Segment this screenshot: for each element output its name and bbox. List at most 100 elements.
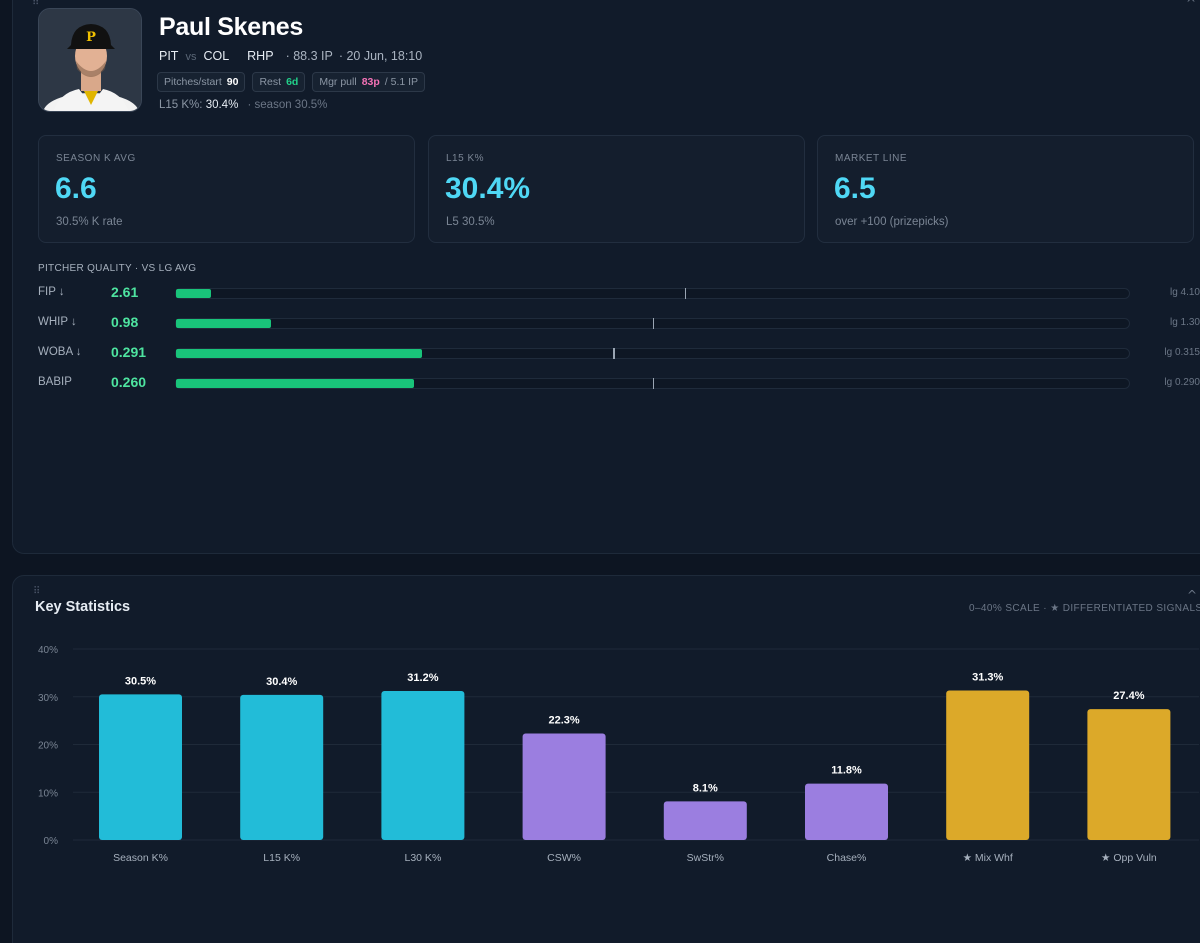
x-category-label: SwStr%: [687, 852, 724, 864]
x-category-label: ★ Opp Vuln: [1101, 852, 1157, 864]
quality-metric-value: 0.98: [111, 314, 139, 330]
season-k-avg-card: SEASON K AVG 6.6 30.5% K rate: [38, 135, 415, 243]
quality-metric-name: WHIP ↓: [38, 316, 77, 328]
chart-bar: [946, 690, 1030, 840]
matchup-line: PIT vs COL RHP · 88.3 IP · 20 Jun, 18:10: [159, 49, 422, 63]
quality-row-fip: FIP ↓ 2.61 lg 4.10: [0, 283, 1200, 303]
drag-handle-icon[interactable]: ⠿: [33, 586, 40, 597]
k-rate-line: L15 K%: 30.4% · season 30.5%: [159, 99, 327, 111]
chip-value: 6d: [286, 76, 299, 88]
card-subtext: 30.5% K rate: [56, 216, 123, 228]
x-category-label: Chase%: [827, 852, 867, 864]
chart-bar: [240, 694, 324, 840]
card-subtext: L5 30.5%: [446, 216, 495, 228]
manager-pull-chip: Mgr pull 83p / 5.1 IP: [312, 72, 426, 92]
y-tick-label: 0%: [44, 836, 59, 847]
opponent-abbr: COL: [203, 49, 230, 63]
rest-chip: Rest 6d: [252, 72, 306, 92]
pitcher-profile-panel: [12, 0, 1200, 554]
quality-metric-value: 0.260: [111, 374, 147, 390]
card-value: 30.4%: [445, 172, 531, 205]
quality-row-babip: BABIP 0.260 lg 0.290: [0, 373, 1200, 393]
card-label: SEASON K AVG: [56, 153, 136, 164]
bar-value-label: 31.2%: [407, 672, 438, 684]
pitches-per-start-chip: Pitches/start 90: [157, 72, 246, 92]
chart-bar: [99, 694, 182, 840]
key-statistics-panel: ⠿ ^ Key Statistics 0–40% SCALE · ★ DIFFE…: [12, 575, 1200, 943]
card-value: 6.5: [834, 172, 876, 205]
quality-row-woba: WOBA ↓ 0.291 lg 0.315: [0, 343, 1200, 363]
league-avg-label: lg 0.290: [1164, 377, 1200, 388]
player-avatar: P: [38, 8, 142, 112]
chart-bar: [522, 733, 606, 840]
league-avg-marker: [652, 378, 654, 389]
chip-label: Rest: [259, 76, 282, 88]
market-line-card: MARKET LINE 6.5 over +100 (prizepicks): [817, 135, 1194, 243]
quality-metric-value: 0.291: [111, 344, 147, 360]
chip-value: 90: [226, 76, 239, 88]
chart-bar: [805, 783, 888, 840]
league-avg-marker: [684, 288, 687, 299]
season-k-rate: · season 30.5%: [247, 99, 328, 111]
player-name: Paul Skenes: [159, 13, 304, 41]
innings-pitched: · 88.3 IP: [285, 49, 333, 63]
chart-bar: [381, 691, 465, 840]
y-tick-label: 10%: [38, 788, 58, 799]
bar-value-label: 31.3%: [972, 672, 1003, 684]
k-rate-label: L15 K%:: [159, 99, 203, 111]
k-rate-value: 30.4%: [205, 99, 239, 111]
y-tick-label: 20%: [38, 741, 58, 752]
x-category-label: ★ Mix Whf: [963, 852, 1013, 864]
team-abbr: PIT: [159, 49, 179, 63]
quality-bar-track: [175, 318, 1130, 329]
drag-handle-icon[interactable]: ⠿: [32, 0, 39, 8]
quality-metric-name: WOBA ↓: [38, 346, 82, 358]
chart-bar: [663, 801, 747, 840]
card-label: L15 K%: [446, 153, 485, 164]
vs-label: vs: [185, 51, 197, 63]
bar-value-label: 22.3%: [548, 715, 579, 727]
y-tick-label: 30%: [38, 693, 58, 704]
bar-value-label: 30.4%: [266, 676, 297, 688]
pitcher-chips: Pitches/start 90 Rest 6d Mgr pull 83p / 5.1 …: [157, 72, 426, 92]
y-tick-label: 40%: [38, 645, 58, 656]
league-avg-marker: [613, 348, 615, 359]
key-statistics-chart: 0% 10% 20% 30% 40% 30.5% Season K% 30.4% L15 K% 3…: [38, 645, 1199, 864]
quality-row-whip: WHIP ↓ 0.98 lg 1.30: [0, 313, 1200, 333]
chip-label: Pitches/start: [164, 76, 222, 88]
card-value: 6.6: [55, 172, 97, 205]
bar-value-label: 30.5%: [125, 675, 156, 687]
throwing-hand: RHP: [247, 49, 274, 63]
quality-bar-track: [175, 288, 1130, 299]
collapse-caret-icon[interactable]: ^: [1187, 588, 1198, 602]
bar-value-label: 8.1%: [693, 782, 718, 794]
collapse-caret-icon[interactable]: ^: [1186, 0, 1197, 10]
card-label: MARKET LINE: [835, 153, 907, 164]
quality-bar-track: [175, 348, 1130, 359]
x-category-label: L30 K%: [405, 852, 442, 864]
card-subtext: over +100 (prizepicks): [835, 216, 949, 228]
quality-metric-name: FIP ↓: [38, 286, 65, 298]
chip-label: Mgr pull: [319, 76, 357, 88]
league-avg-label: lg 0.315: [1164, 347, 1200, 358]
quality-metric-value: 2.61: [111, 284, 139, 300]
key-statistics-title: Key Statistics: [35, 599, 131, 615]
bar-value-label: 11.8%: [831, 765, 862, 777]
quality-bar-fill: [176, 379, 415, 388]
quality-bar-track: [175, 378, 1130, 389]
scale-note: 0–40% SCALE · ★ DIFFERENTIATED SIGNALS: [969, 603, 1200, 614]
game-time: · 20 Jun, 18:10: [338, 49, 423, 63]
pitcher-quality-title: PITCHER QUALITY · VS LG AVG: [38, 263, 197, 274]
bar-value-label: 27.4%: [1113, 690, 1144, 702]
quality-bar-fill: [176, 319, 272, 328]
x-category-label: Season K%: [113, 852, 168, 864]
chart-bar: [1087, 709, 1171, 840]
quality-bar-fill: [176, 349, 422, 358]
league-avg-label: lg 1.30: [1169, 317, 1200, 328]
quality-bar-fill: [176, 289, 212, 298]
x-category-label: CSW%: [547, 852, 581, 864]
svg-text:P: P: [86, 30, 96, 45]
chip-value: 83p: [361, 76, 380, 88]
l15-k-card: L15 K% 30.4% L5 30.5%: [428, 135, 805, 243]
league-avg-marker: [652, 318, 654, 329]
